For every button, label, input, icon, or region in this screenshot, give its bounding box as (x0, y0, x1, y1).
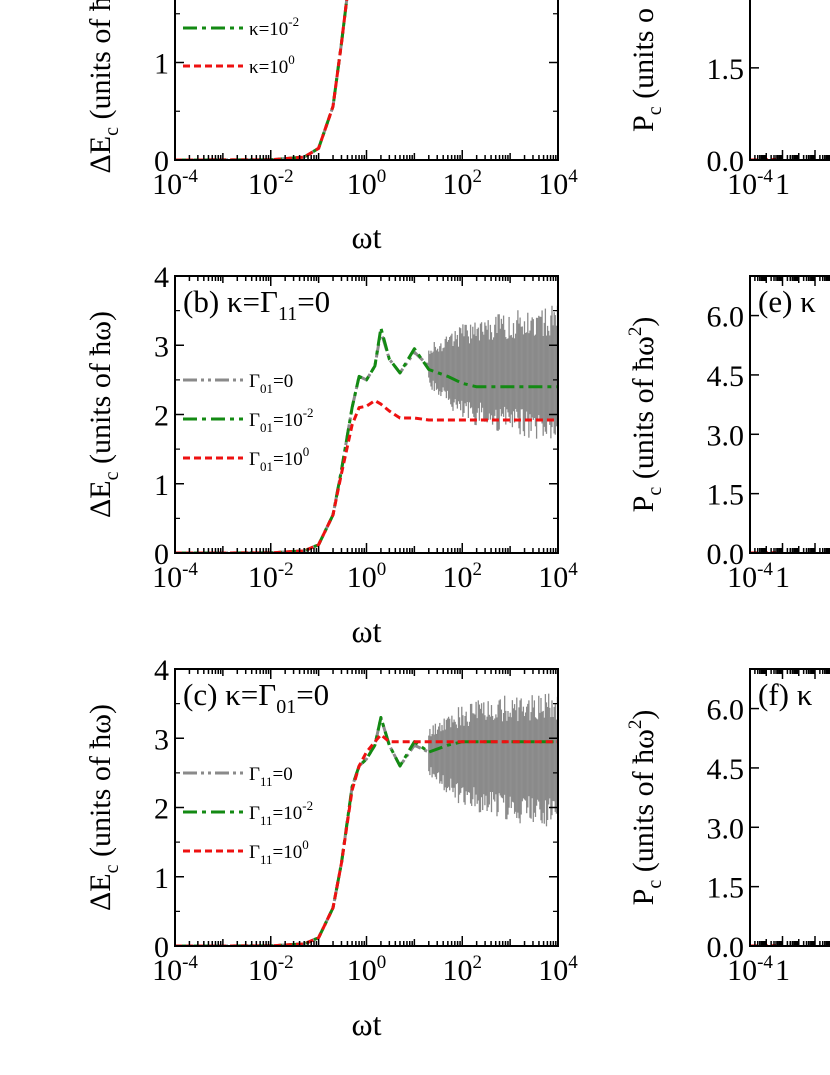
y-tick-label: 0.0 (707, 931, 745, 964)
legend-label: Γ11=10-2 (249, 798, 313, 828)
y-tick-label: 1 (154, 48, 169, 81)
x-tick-label: 104 (538, 166, 578, 201)
y-tick-label: 1 (154, 862, 169, 895)
x-tick-label: 102 (443, 559, 483, 594)
y-tick-label: 1.5 (707, 53, 745, 86)
x-tick-label: 1 (775, 168, 790, 201)
x-tick-label: 10-2 (248, 166, 294, 201)
panel-f: 10-4 1 0.0 1.5 3.0 4.5 6.0 Pc (units of ħω2) (f)… (625, 668, 830, 987)
y-tick-label: 0 (154, 538, 169, 571)
x-tick-label: 1 (775, 954, 790, 987)
x-tick-label: 102 (443, 166, 483, 201)
series-line-b-2 (175, 399, 558, 553)
y-tick-label: 4.5 (707, 753, 745, 786)
plot-area-b (175, 305, 558, 553)
x-axis-label: ωt (352, 613, 382, 649)
legend-label: κ=10-2 (249, 14, 299, 40)
y-tick-label: 3.0 (707, 812, 745, 845)
legend-label: κ=100 (249, 52, 295, 78)
y-tick-label: 3 (154, 330, 169, 363)
series-line-a-2 (175, 0, 349, 160)
plot-frame-a (174, 0, 559, 161)
x-tick-label: 10-4 (152, 166, 198, 201)
y-tick-label: 4 (154, 261, 169, 294)
y-tick-label: 4 (154, 654, 169, 687)
y-axis-label: Pc (units o (627, 8, 666, 132)
series-line-a-0 (175, 0, 349, 160)
x-tick-label: 104 (538, 952, 578, 987)
panel-d: 10-410.01.53.0Pc (units o (627, 0, 830, 201)
panel-a: 10-410-2100102104012ωtΔEc (units of ħω)κ… (84, 0, 578, 255)
x-ticks-d (749, 150, 830, 160)
x-tick-label: 10-4 (727, 952, 773, 987)
y-tick-label: 4.5 (707, 360, 745, 393)
legend-label: Γ11=0 (249, 764, 293, 789)
y-tick-label: 0.0 (707, 145, 745, 178)
legend-b: Γ01=0 Γ01=10-2 Γ01=100 (183, 371, 314, 474)
x-axis-label: ωt (352, 219, 382, 255)
y-axis-label: ΔEc (units of ħω) (84, 704, 123, 911)
legend-label: Γ01=100 (249, 444, 309, 474)
series-line-b-0 (175, 329, 430, 553)
y-tick-label: 2 (154, 793, 169, 826)
x-tick-label: 100 (347, 559, 387, 594)
x-axis-label: ωt (352, 1006, 382, 1042)
y-tick-label: 1 (154, 469, 169, 502)
y-tick-label: 0.0 (707, 538, 745, 571)
x-ticks-c (174, 669, 559, 946)
x-tick-label: 10-2 (248, 952, 294, 987)
y-tick-label: 3.0 (707, 419, 745, 452)
plot-frame-d (749, 0, 830, 161)
y-axis-label: Pc (units of ħω2) (625, 317, 666, 513)
panel-label-c: (c) κ=Γ01=0 (183, 677, 329, 718)
series-line-c-0 (175, 716, 430, 946)
series-line-a-1 (175, 0, 349, 160)
panel-e: 10-4 1 0.0 1.5 3.0 4.5 6.0 Pc (units of ħω2) (e)… (625, 275, 830, 594)
legend-c: Γ11=0 Γ11=10-2 Γ11=100 (183, 764, 313, 867)
y-tick-label: 6.0 (707, 694, 745, 727)
series-line-b-1 (175, 326, 558, 553)
x-tick-label: 10-4 (152, 952, 198, 987)
x-tick-label: 10-4 (152, 559, 198, 594)
x-tick-label: 104 (538, 559, 578, 594)
panel-label-e: (e) κ (758, 284, 816, 319)
panel-c: 10-4 10-2 100 102 104 0 1 2 3 4 ωt ΔEc (units of ħω… (84, 654, 578, 1042)
y-tick-label: 6.0 (707, 301, 745, 334)
y-tick-label: 2 (154, 400, 169, 433)
x-ticks-b (174, 276, 559, 553)
series-line-c-2 (175, 733, 558, 946)
x-tick-label: 10-2 (248, 559, 294, 594)
y-tick-label: 1.5 (707, 872, 745, 905)
panel-label-b: (b) κ=Γ11=0 (183, 284, 330, 325)
x-tick-label: 100 (347, 952, 387, 987)
y-axis-label: ΔEc (units of ħω) (84, 0, 123, 174)
legend-label: Γ01=0 (249, 371, 293, 396)
series-band-c-0 (428, 693, 558, 827)
series-band-b-0 (428, 305, 558, 439)
x-ticks-e (749, 276, 830, 553)
legend-label: Γ01=10-2 (249, 405, 314, 435)
x-tick-label: 100 (347, 166, 387, 201)
x-tick-label: 1 (775, 561, 790, 594)
panel-b: 10-4 10-2 100 102 104 0 1 2 3 4 ωt ΔEc (units of ħω… (84, 261, 578, 649)
x-ticks-a (174, 150, 559, 160)
y-axis-label: Pc (units of ħω2) (625, 710, 666, 906)
y-tick-label: 0 (154, 145, 169, 178)
y-axis-label: ΔEc (units of ħω) (84, 311, 123, 518)
plot-area-a (175, 0, 349, 160)
y-tick-label: 1.5 (707, 479, 745, 512)
plot-area-c (175, 693, 558, 946)
legend-a: κ=10-2 κ=100 (183, 14, 299, 78)
x-tick-label: 10-4 (727, 166, 773, 201)
panel-label-f: (f) κ (758, 677, 813, 712)
legend-label: Γ11=100 (249, 837, 309, 867)
x-tick-label: 10-4 (727, 559, 773, 594)
x-tick-label: 102 (443, 952, 483, 987)
y-tick-label: 0 (154, 931, 169, 964)
y-tick-label: 3 (154, 723, 169, 756)
